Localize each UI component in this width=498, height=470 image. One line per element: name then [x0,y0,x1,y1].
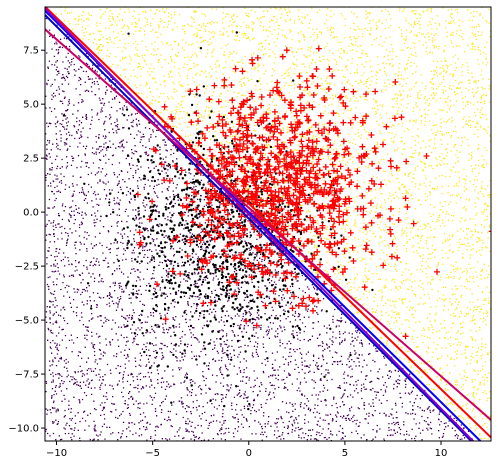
class-black-dots [62,31,374,411]
y-tick-label: −2.5 [15,262,39,273]
y-tick-label: 2.5 [23,154,39,165]
y-tick-label: 5.0 [23,100,39,111]
y-tick-label: −5.0 [15,316,39,327]
y-tick-label: −10.0 [8,424,39,435]
plot-frame [44,6,492,442]
x-tick-label: 0 [246,448,252,459]
x-tick-label: −5 [145,448,160,459]
x-tick-label: 10 [435,448,448,459]
dot-markers [62,31,374,411]
y-tick-label: 0.0 [23,208,39,219]
region-upper-stipple [50,7,491,440]
x-tick-label: −10 [46,448,67,459]
axes: −10 −5 0 5 10 7.5 5.0 2.5 0.0 −2.5 −5.0 −7.5 −10.0 [8,46,447,459]
boundary-lines-layer [45,7,491,441]
boundary-line-4 [45,7,475,441]
boundary-line-2 [45,7,491,439]
y-tick-label: −7.5 [15,370,39,381]
y-tick-label: 7.5 [23,46,39,57]
boundary-line-3 [45,14,473,441]
x-tick-label: 5 [342,448,348,459]
boundary-line-5 [45,28,491,421]
